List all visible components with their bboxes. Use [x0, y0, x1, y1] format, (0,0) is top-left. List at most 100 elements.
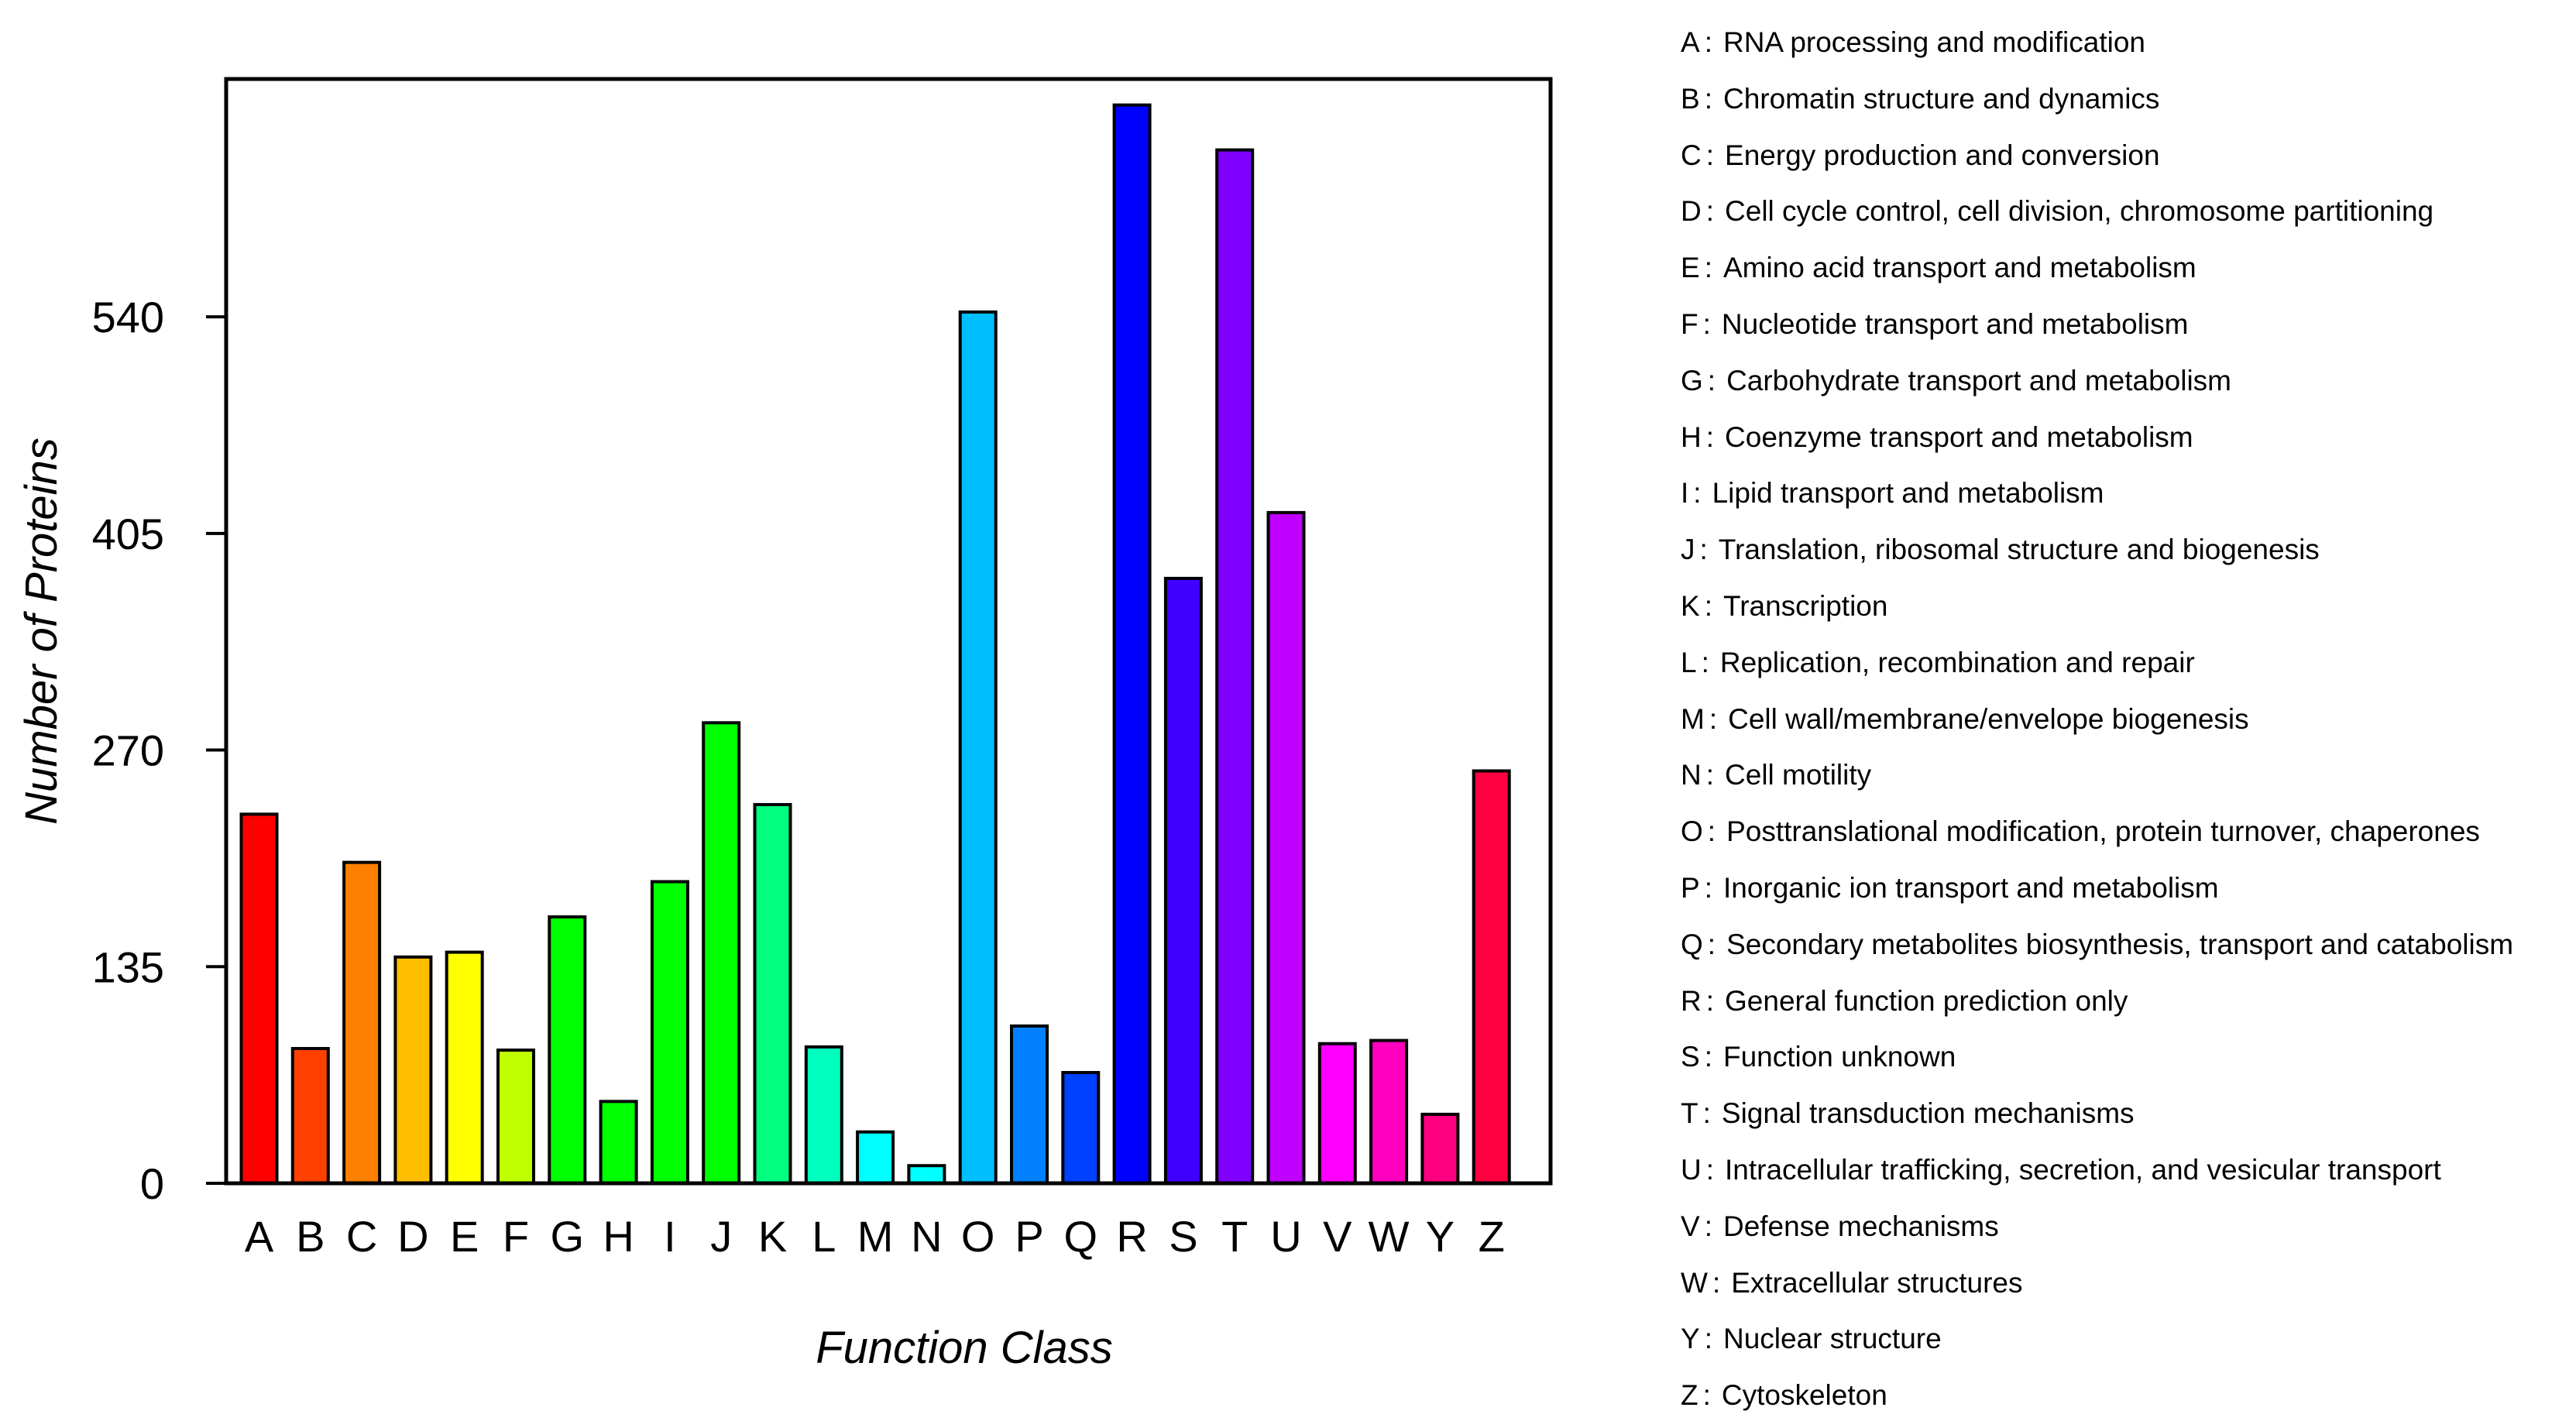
- legend-key: F: [1681, 307, 1698, 340]
- bar-I: [650, 880, 689, 1185]
- legend-label: Translation, ribosomal structure and bio…: [1718, 534, 2320, 566]
- legend-key: Q: [1681, 928, 1703, 960]
- x-tick-label-A: A: [245, 1212, 274, 1261]
- x-tick-label-R: R: [1116, 1212, 1147, 1261]
- bar-H: [599, 1100, 638, 1186]
- x-tick-label-G: G: [551, 1212, 585, 1261]
- bar-Q: [1061, 1071, 1101, 1185]
- x-tick-label-I: I: [664, 1212, 676, 1261]
- legend-label: Amino acid transport and metabolism: [1722, 252, 2196, 284]
- legend-item: Y: Nuclear structure: [1681, 1318, 2513, 1375]
- legend-item: B: Chromatin structure and dynamics: [1681, 78, 2513, 135]
- legend-label: Signal transduction mechanisms: [1721, 1097, 2135, 1130]
- legend-item: W: Extracellular structures: [1681, 1262, 2513, 1319]
- bar-S: [1163, 576, 1203, 1185]
- x-tick-label-V: V: [1323, 1212, 1352, 1261]
- legend-key: I: [1681, 477, 1689, 510]
- legend-item: G: Carbohydrate transport and metabolism: [1681, 360, 2513, 417]
- legend-item: Z: Cytoskeleton: [1681, 1375, 2513, 1428]
- x-tick-label-E: E: [450, 1212, 479, 1261]
- legend-separator: :: [1704, 589, 1712, 622]
- x-tick-label-T: T: [1221, 1212, 1248, 1261]
- legend-key: A: [1681, 26, 1700, 58]
- legend-key: D: [1681, 195, 1702, 228]
- x-tick-label-F: F: [503, 1212, 529, 1261]
- legend-label: RNA processing and modification: [1722, 26, 2145, 58]
- legend-key: N: [1681, 759, 1702, 791]
- bar-P: [1010, 1024, 1049, 1186]
- y-tick-label-270: 270: [92, 726, 164, 775]
- x-tick-label-U: U: [1270, 1212, 1301, 1261]
- x-tick-label-B: B: [296, 1212, 325, 1261]
- legend-key: V: [1681, 1210, 1700, 1242]
- legend-label: Defense mechanisms: [1722, 1210, 1999, 1242]
- y-tick-label-135: 135: [92, 942, 164, 991]
- legend-item: R: General function prediction only: [1681, 980, 2513, 1037]
- legend-item: S: Function unknown: [1681, 1036, 2513, 1093]
- legend-separator: :: [1707, 928, 1716, 960]
- bar-Y: [1420, 1112, 1460, 1186]
- legend-label: Transcription: [1722, 589, 1888, 622]
- legend-label: General function prediction only: [1725, 984, 2128, 1017]
- legend-item: U: Intracellular trafficking, secretion, …: [1681, 1149, 2513, 1206]
- legend-item: N: Cell motility: [1681, 754, 2513, 811]
- bar-B: [290, 1047, 330, 1185]
- legend-label: Nuclear structure: [1722, 1323, 1942, 1355]
- legend-label: Intracellular trafficking, secretion, an…: [1725, 1153, 2441, 1186]
- bar-A: [239, 812, 279, 1186]
- legend-item: E: Amino acid transport and metabolism: [1681, 247, 2513, 304]
- legend-label: Function unknown: [1722, 1041, 1956, 1073]
- bar-F: [496, 1049, 535, 1185]
- legend-item: T: Signal transduction mechanisms: [1681, 1093, 2513, 1149]
- legend-separator: :: [1702, 1097, 1711, 1130]
- legend-key: H: [1681, 421, 1702, 453]
- legend-key: O: [1681, 815, 1703, 848]
- bar-D: [393, 955, 433, 1186]
- legend-key: M: [1681, 702, 1705, 735]
- legend-item: M: Cell wall/membrane/envelope biogenesis: [1681, 699, 2513, 755]
- legend-item: O: Posttranslational modification, protei…: [1681, 811, 2513, 867]
- legend-separator: :: [1705, 139, 1715, 171]
- x-tick-label-M: M: [857, 1212, 894, 1261]
- bar-R: [1112, 103, 1152, 1186]
- bar-U: [1266, 510, 1306, 1185]
- bar-T: [1215, 148, 1255, 1186]
- legend-separator: :: [1704, 1210, 1712, 1242]
- legend-item: F: Nucleotide transport and metabolism: [1681, 304, 2513, 360]
- x-tick-label-D: D: [397, 1212, 428, 1261]
- legend-separator: :: [1704, 1041, 1712, 1073]
- legend-separator: :: [1704, 871, 1712, 904]
- legend-separator: :: [1693, 477, 1702, 510]
- bar-W: [1369, 1038, 1409, 1185]
- legend-item: D: Cell cycle control, cell division, chr…: [1681, 191, 2513, 247]
- legend-separator: :: [1705, 421, 1715, 453]
- bar-O: [958, 310, 998, 1185]
- legend-separator: :: [1709, 702, 1718, 735]
- bar-J: [702, 721, 741, 1185]
- bar-E: [445, 950, 484, 1185]
- plot-frame: [224, 77, 1553, 1186]
- legend-key: T: [1681, 1097, 1698, 1130]
- y-axis: 0 135 270 405 540: [92, 293, 226, 1208]
- bar-V: [1317, 1042, 1357, 1185]
- legend-item: J: Translation, ribosomal structure and b…: [1681, 529, 2513, 585]
- legend-label: Replication, recombination and repair: [1719, 646, 2195, 678]
- legend-label: Posttranslational modification, protein …: [1726, 815, 2480, 848]
- x-tick-label-C: C: [346, 1212, 377, 1261]
- legend-label: Cell cycle control, cell division, chrom…: [1725, 195, 2434, 228]
- legend-separator: :: [1705, 759, 1715, 791]
- legend-key: E: [1681, 252, 1700, 284]
- legend-key: J: [1681, 534, 1695, 566]
- y-tick-label-540: 540: [92, 293, 164, 342]
- legend-label: Cytoskeleton: [1721, 1379, 1887, 1412]
- legend-label: Energy production and conversion: [1725, 139, 2160, 171]
- x-tick-label-K: K: [758, 1212, 787, 1261]
- legend-separator: :: [1699, 534, 1708, 566]
- legend-label: Chromatin structure and dynamics: [1722, 82, 2160, 115]
- legend-key: S: [1681, 1041, 1700, 1073]
- legend-key: Z: [1681, 1379, 1698, 1412]
- legend-separator: :: [1712, 1266, 1721, 1299]
- legend-key: K: [1681, 589, 1700, 622]
- legend-separator: :: [1702, 1379, 1711, 1412]
